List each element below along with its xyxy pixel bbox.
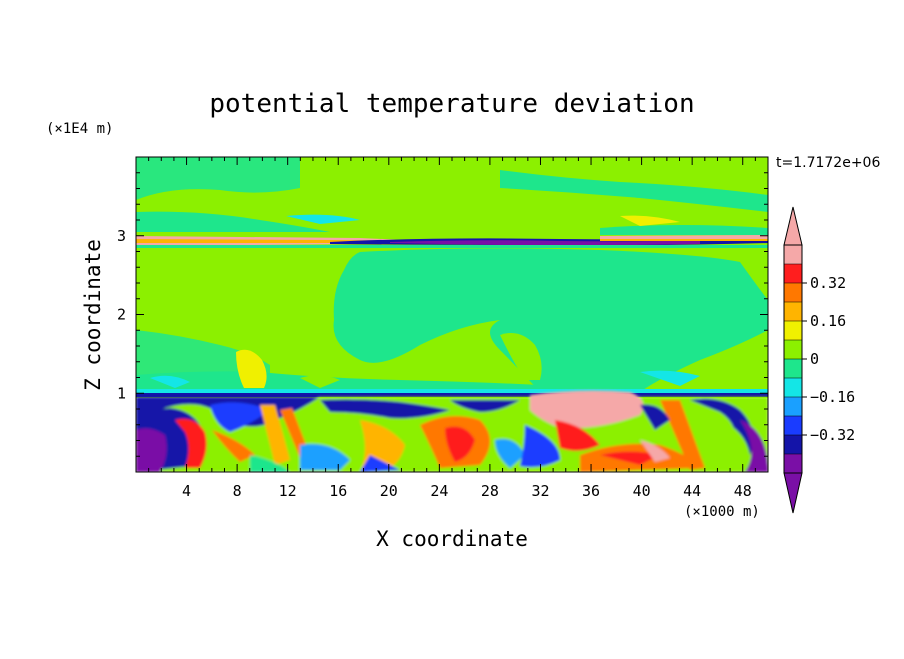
- colorbar-swatch: [784, 359, 802, 378]
- colorbar-swatch: [784, 416, 802, 435]
- colorbar-swatch: [784, 321, 802, 340]
- colorbar-tick-label: −0.32: [810, 426, 855, 444]
- y-axis: 1 2 3: [117, 172, 768, 457]
- x-tick-label: 44: [683, 482, 701, 500]
- colorbar-tick-label: 0.16: [810, 312, 846, 330]
- x-tick-label: 28: [481, 482, 499, 500]
- colorbar-swatch: [784, 302, 802, 321]
- colorbar-swatch: [784, 397, 802, 416]
- colorbar-tick-label: 0: [810, 350, 819, 368]
- x-tick-label: 40: [633, 482, 651, 500]
- x-tick-label: 16: [329, 482, 347, 500]
- y-axis-label: Z coordinate: [81, 239, 105, 391]
- x-tick-label: 20: [380, 482, 398, 500]
- colorbar-swatch: [784, 245, 802, 264]
- x-tick-label: 8: [233, 482, 242, 500]
- chart-title: potential temperature deviation: [209, 89, 694, 119]
- colorbar-under-arrow: [783, 472, 803, 514]
- colorbar-swatch: [784, 454, 802, 473]
- x-tick-label: 12: [279, 482, 297, 500]
- colorbar-over-arrow: [783, 206, 803, 246]
- colorbar-swatch: [784, 340, 802, 359]
- x-axis-label: X coordinate: [376, 527, 528, 551]
- colorbar-swatch: [784, 378, 802, 397]
- x-tick-label: 32: [531, 482, 549, 500]
- colorbar-tick-label: −0.16: [810, 388, 855, 406]
- x-tick-label: 4: [182, 482, 191, 500]
- x-axis: 4 8 12 16 20 24 28 32 36 40 44 48: [148, 157, 756, 500]
- colorbar-swatch: [784, 435, 802, 454]
- x-tick-label: 24: [430, 482, 448, 500]
- colorbar-tick-label: 0.32: [810, 274, 846, 292]
- y-tick-label: 3: [117, 227, 126, 245]
- y-unit-label: (×1E4 m): [46, 121, 113, 137]
- x-tick-label: 48: [734, 482, 752, 500]
- colorbar-swatch: [784, 264, 802, 283]
- y-tick-label: 1: [117, 384, 126, 402]
- x-unit-label: (×1000 m): [684, 504, 760, 520]
- time-label: t=1.7172e+06: [776, 155, 880, 171]
- field-image: [136, 157, 768, 472]
- colorbar-swatch: [784, 283, 802, 302]
- x-tick-label: 36: [582, 482, 600, 500]
- y-tick-label: 2: [117, 306, 126, 324]
- colorbar: 0.32 0.16 0 −0.16 −0.32: [783, 206, 855, 514]
